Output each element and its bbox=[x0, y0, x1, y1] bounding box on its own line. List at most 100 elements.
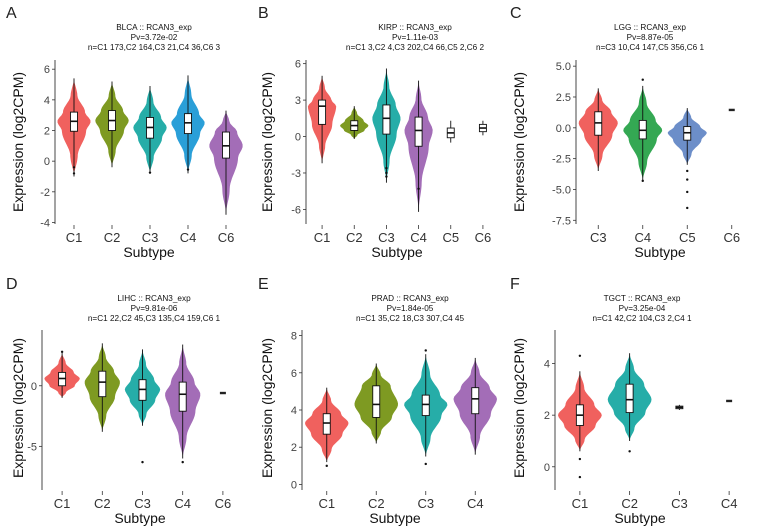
y-tick-label: 8 bbox=[291, 331, 297, 343]
y-tick-label: -5.0 bbox=[552, 184, 571, 196]
y-tick-label: 6 bbox=[291, 368, 297, 380]
panel-c-letter: C bbox=[510, 5, 522, 22]
x-tick-label: C1 bbox=[66, 230, 83, 245]
x-tick-label: C1 bbox=[54, 496, 71, 511]
y-tick-label: -2 bbox=[40, 187, 50, 199]
x-tick-label: C4 bbox=[174, 496, 191, 511]
panel-e-letter: E bbox=[258, 276, 269, 293]
panel-b-letter: B bbox=[258, 5, 269, 22]
x-tick-label: C6 bbox=[215, 496, 232, 511]
y-tick-label: -3 bbox=[291, 168, 301, 180]
outlier-c2 bbox=[628, 450, 631, 453]
outlier-c4 bbox=[417, 187, 420, 190]
panel-f-ylabel: Expression (log2CPM) bbox=[511, 338, 527, 478]
box-c4 bbox=[414, 116, 423, 147]
x-tick-label: C2 bbox=[104, 230, 121, 245]
panel-d-ylabel: Expression (log2CPM) bbox=[10, 338, 26, 478]
panel-e-counts: n=C1 35,C2 18,C3 307,C4 45 bbox=[356, 314, 465, 323]
panel-b-ylabel: Expression (log2CPM) bbox=[259, 72, 275, 212]
panel-b-counts: n=C1 3,C2 4,C3 202,C4 66,C5 2,C6 2 bbox=[346, 43, 485, 52]
y-tick-label: -2.5 bbox=[552, 154, 571, 166]
panel-c-plot: -7.5 -5.0 -2.5 0.0 2.5 5.0 C3 C4 C5 C6 bbox=[552, 60, 740, 245]
y-tick-label: 2 bbox=[44, 126, 50, 138]
panel-f: F TGCT :: RCAN3_exp Pv=3.25e-04 n=C1 42,… bbox=[510, 276, 737, 526]
x-tick-label: C3 bbox=[134, 496, 151, 511]
outlier-c3 bbox=[424, 462, 427, 466]
outlier-c4 bbox=[641, 179, 644, 183]
x-tick-label: C2 bbox=[346, 230, 363, 245]
panel-a-pvalue: Pv=3.72e-02 bbox=[131, 33, 178, 42]
box-c1 bbox=[318, 99, 327, 125]
y-tick-label: 6 bbox=[295, 59, 301, 71]
x-tick-label: C1 bbox=[314, 230, 331, 245]
panel-f-letter: F bbox=[510, 276, 520, 293]
x-tick-label: C4 bbox=[180, 230, 197, 245]
outlier-c1 bbox=[325, 464, 328, 468]
outlier-c3 bbox=[141, 460, 144, 464]
panel-a-letter: A bbox=[6, 5, 17, 22]
x-tick-label: C4 bbox=[410, 230, 427, 245]
panel-c-ylabel: Expression (log2CPM) bbox=[511, 72, 527, 212]
outlier-c3 bbox=[385, 175, 388, 178]
x-tick-label: C2 bbox=[94, 496, 111, 511]
panel-e-xlabel: Subtype bbox=[369, 510, 421, 526]
outlier-c5 bbox=[686, 190, 689, 194]
box-c4 bbox=[471, 387, 480, 415]
panel-f-xlabel: Subtype bbox=[614, 510, 666, 526]
y-tick-label: -5 bbox=[27, 441, 37, 453]
outlier-c1 bbox=[578, 354, 582, 358]
y-tick-label: 0.0 bbox=[556, 123, 571, 135]
box-c3 bbox=[421, 394, 430, 417]
panel-a-plot: -4 -2 0 2 4 6 C1 C2 C3 C4 C6 bbox=[40, 60, 243, 245]
point-c6 bbox=[728, 108, 735, 112]
panel-f-title: TGCT :: RCAN3_exp bbox=[604, 294, 681, 303]
panel-e: E PRAD :: RCAN3_exp Pv=1.84e-05 n=C1 35,… bbox=[258, 276, 497, 526]
y-tick-label: 3 bbox=[295, 95, 301, 107]
outlier-c4 bbox=[181, 460, 184, 464]
panel-b-xlabel: Subtype bbox=[371, 244, 423, 260]
y-tick-label: 4 bbox=[44, 95, 50, 107]
x-tick-label: C1 bbox=[572, 496, 589, 511]
panel-e-plot: 0 2 4 6 8 C1 C2 C3 C4 bbox=[291, 330, 497, 511]
x-tick-label: C1 bbox=[318, 496, 335, 511]
outlier-c3 bbox=[385, 166, 388, 170]
panel-d-title: LIHC :: RCAN3_exp bbox=[117, 294, 191, 303]
panel-a-counts: n=C1 173,C2 164,C3 21,C4 36,C6 3 bbox=[88, 43, 221, 52]
panel-d-pvalue: Pv=9.81e-06 bbox=[131, 304, 178, 313]
y-tick-label: -7.5 bbox=[552, 215, 571, 227]
panel-d-letter: D bbox=[6, 276, 18, 293]
x-tick-label: C2 bbox=[368, 496, 385, 511]
box-c3 bbox=[382, 104, 391, 135]
panel-c-pvalue: Pv=8.87e-05 bbox=[627, 33, 674, 42]
panel-f-pvalue: Pv=3.25e-04 bbox=[619, 304, 666, 313]
point-c4 bbox=[726, 399, 733, 403]
panel-b: B KIRP :: RCAN3_exp Pv=1.11e-03 n=C1 3,C… bbox=[258, 5, 491, 260]
box-c2 bbox=[372, 385, 381, 418]
outlier-c3 bbox=[385, 171, 388, 175]
outlier-c4 bbox=[641, 78, 644, 81]
y-tick-label: 0 bbox=[291, 479, 297, 491]
y-tick-label: 4 bbox=[544, 359, 550, 371]
y-tick-label: 2 bbox=[544, 410, 550, 422]
panel-a-ylabel: Expression (log2CPM) bbox=[10, 72, 26, 212]
x-tick-label: C6 bbox=[475, 230, 492, 245]
y-tick-label: 0 bbox=[544, 462, 550, 474]
outlier-c5 bbox=[686, 169, 689, 173]
panel-f-counts: n=C1 42,C2 104,C3 2,C4 1 bbox=[593, 314, 692, 323]
x-tick-label: C3 bbox=[417, 496, 434, 511]
outlier-c1 bbox=[72, 166, 76, 169]
panel-a-xlabel: Subtype bbox=[123, 244, 175, 260]
y-tick-label: 6 bbox=[44, 64, 50, 76]
y-tick-label: 5.0 bbox=[556, 61, 571, 73]
panel-b-plot: -6 -3 0 3 6 C1 C2 C3 C4 C5 C6 bbox=[291, 59, 491, 245]
outlier-c1 bbox=[72, 172, 76, 175]
panel-a: A BLCA :: RCAN3_exp Pv=3.72e-02 n=C1 173… bbox=[6, 5, 243, 260]
y-tick-label: 0 bbox=[31, 381, 37, 393]
panel-c-title: LGG :: RCAN3_exp bbox=[614, 23, 686, 32]
x-tick-label: C3 bbox=[590, 230, 607, 245]
panel-c-xlabel: Subtype bbox=[634, 244, 686, 260]
x-tick-label: C3 bbox=[671, 496, 688, 511]
y-tick-label: -6 bbox=[291, 204, 301, 216]
panel-c-counts: n=C3 10,C4 147,C5 356,C6 1 bbox=[596, 43, 705, 52]
box-c1 bbox=[322, 413, 331, 435]
